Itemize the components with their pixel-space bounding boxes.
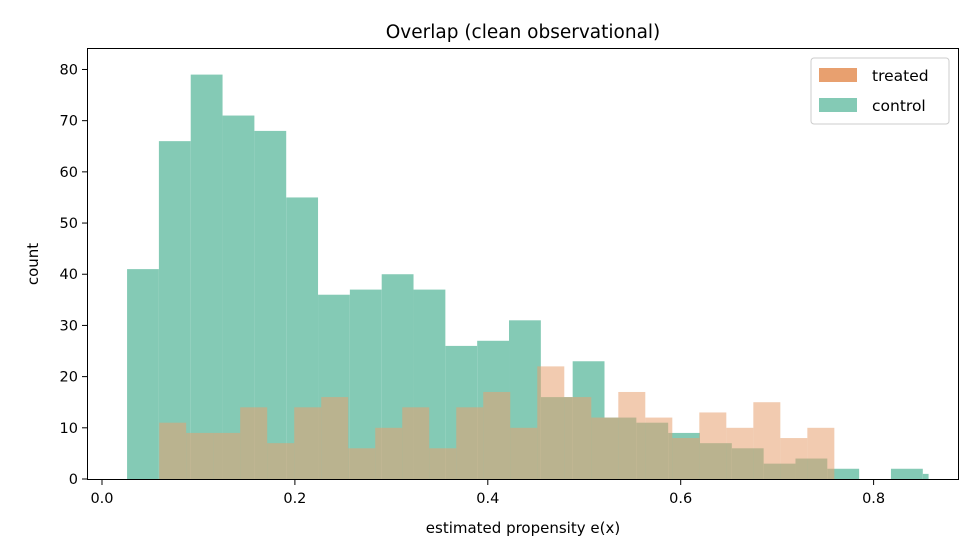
x-tick-label: 0.6 — [669, 491, 692, 507]
legend: treated control — [810, 57, 950, 125]
legend-label-treated: treated — [872, 67, 929, 85]
bar-treated — [456, 407, 484, 479]
bar-treated — [564, 397, 592, 479]
bar-treated — [537, 366, 565, 479]
bar-treated — [672, 438, 700, 479]
y-axis-label: count — [24, 243, 42, 285]
y-tick-label: 30 — [60, 318, 78, 334]
legend-swatch-control — [819, 98, 857, 112]
bar-treated — [726, 427, 754, 479]
legend-label-control: control — [872, 97, 926, 115]
bar-treated — [348, 448, 376, 479]
bar-treated — [753, 402, 781, 479]
x-axis-ticks: 0.0 0.2 0.4 0.6 0.8 — [90, 479, 885, 507]
y-tick-label: 40 — [60, 267, 78, 283]
bars-layer — [127, 74, 929, 480]
x-axis-label: estimated propensity e(x) — [426, 519, 620, 537]
bar-treated — [267, 443, 295, 479]
y-axis-ticks: 0 10 20 30 40 50 60 70 80 — [60, 62, 88, 488]
y-tick-label: 20 — [60, 370, 78, 386]
bar-control — [127, 269, 159, 479]
y-tick-label: 70 — [60, 114, 78, 130]
legend-swatch-treated — [819, 68, 857, 82]
bar-treated — [240, 407, 268, 479]
bar-treated — [807, 427, 835, 479]
bar-treated — [294, 407, 322, 479]
bar-treated — [159, 422, 187, 479]
y-tick-label: 50 — [60, 216, 78, 232]
y-tick-label: 80 — [60, 62, 78, 78]
series-treated — [159, 366, 835, 479]
x-tick-label: 0.2 — [283, 491, 306, 507]
y-tick-label: 0 — [69, 472, 78, 488]
bar-treated — [213, 432, 241, 479]
bar-treated — [618, 391, 646, 479]
bar-treated — [780, 438, 808, 479]
bar-control — [890, 468, 923, 479]
y-tick-label: 60 — [60, 165, 78, 181]
bar-treated — [699, 412, 727, 479]
x-tick-label: 0.4 — [476, 491, 499, 507]
bar-treated — [429, 448, 457, 479]
bar-control — [827, 468, 860, 479]
x-tick-label: 0.8 — [862, 491, 885, 507]
bar-treated — [483, 391, 511, 479]
bar-treated — [321, 397, 349, 479]
bar-treated — [186, 432, 214, 479]
bar-treated — [402, 407, 430, 479]
chart-title: Overlap (clean observational) — [386, 22, 661, 43]
y-tick-label: 10 — [60, 421, 78, 437]
bar-treated — [375, 427, 403, 479]
bar-treated — [645, 417, 673, 479]
plot-frame — [87, 48, 959, 480]
x-tick-label: 0.0 — [90, 491, 113, 507]
bar-control — [922, 473, 929, 479]
bar-control — [190, 74, 223, 479]
bar-treated — [591, 417, 619, 479]
bar-treated — [510, 427, 538, 479]
